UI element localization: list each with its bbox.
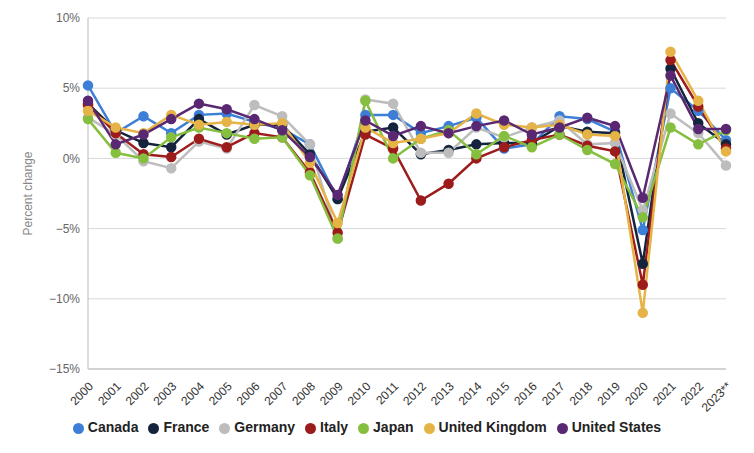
svg-text:2023**: 2023**	[699, 379, 735, 415]
svg-text:2001: 2001	[95, 379, 124, 408]
svg-text:2018: 2018	[567, 379, 596, 408]
svg-text:2016: 2016	[511, 379, 540, 408]
svg-text:2004: 2004	[178, 379, 207, 408]
svg-text:−10%: −10%	[49, 292, 80, 306]
svg-text:2000: 2000	[67, 379, 96, 408]
svg-text:−15%: −15%	[49, 362, 80, 376]
svg-text:2008: 2008	[289, 379, 318, 408]
html-text:United Kingdom: United Kingdom	[438, 419, 547, 435]
svg-text:−5%: −5%	[56, 222, 81, 236]
svg-text:2021: 2021	[650, 379, 679, 408]
svg-text:2012: 2012	[400, 379, 429, 408]
svg-text:2015: 2015	[483, 379, 512, 408]
html-text:Japan: Japan	[373, 419, 414, 435]
svg-text:2013: 2013	[428, 379, 457, 408]
html-text:United States: United States	[571, 419, 662, 435]
svg-text:2003: 2003	[151, 379, 180, 408]
svg-text:2022: 2022	[677, 379, 707, 408]
svg-text:2009: 2009	[317, 379, 346, 408]
svg-text:5%: 5%	[63, 81, 81, 95]
svg-text:2007: 2007	[262, 379, 291, 408]
svg-text:2020: 2020	[622, 379, 651, 408]
svg-text:Percent change: Percent change	[21, 151, 35, 235]
svg-text:2002: 2002	[123, 379, 152, 408]
svg-text:0%: 0%	[63, 152, 81, 166]
svg-text:2005: 2005	[206, 379, 235, 408]
html-text:Italy: Italy	[320, 419, 349, 435]
html-text:Canada: Canada	[87, 419, 139, 435]
svg-text:2006: 2006	[234, 379, 263, 408]
svg-text:2011: 2011	[373, 379, 401, 407]
svg-text:2010: 2010	[345, 379, 374, 408]
svg-text:2017: 2017	[539, 379, 568, 408]
svg-text:2019: 2019	[594, 379, 623, 408]
svg-text:2014: 2014	[456, 379, 485, 408]
html-text:Germany: Germany	[234, 419, 296, 435]
html-text:France: France	[163, 419, 210, 435]
svg-text:10%: 10%	[56, 11, 80, 25]
